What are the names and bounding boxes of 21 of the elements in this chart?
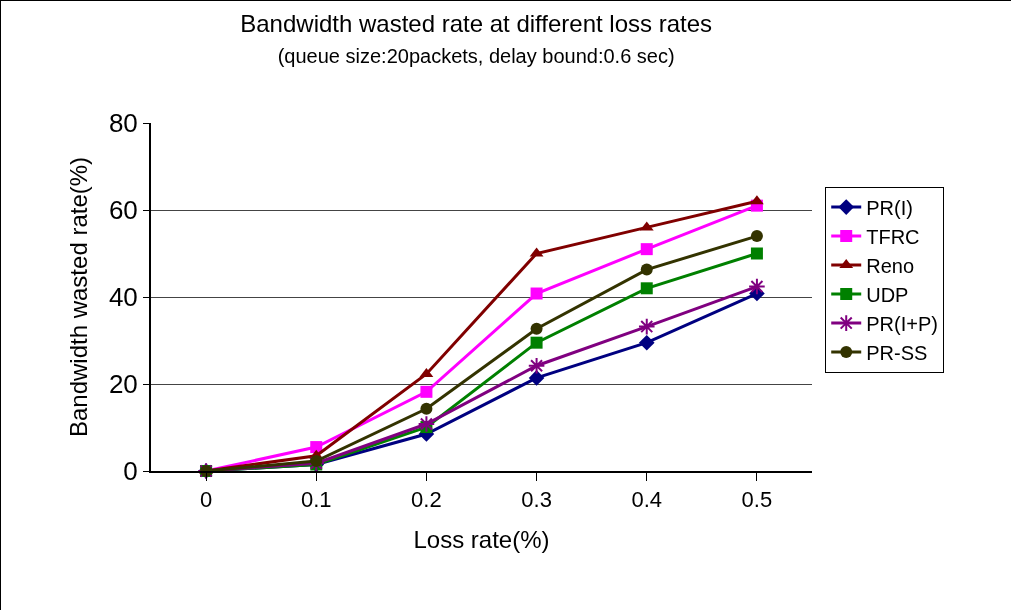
x-tick-label: 0.4 — [631, 487, 663, 513]
legend-label: PR(I+P) — [866, 312, 938, 335]
y-tick-label: 0 — [123, 456, 138, 487]
legend-label: UDP — [866, 283, 909, 306]
y-axis-title: Bandwidth wasted rate(%) — [65, 156, 93, 438]
x-tick-label: 0.1 — [300, 487, 332, 513]
x-tick-label: 0.2 — [411, 487, 442, 513]
legend-label: PR(I) — [866, 196, 913, 219]
legend-label: TFRC — [866, 225, 920, 248]
chart-title: Bandwidth wasted rate at different loss rates — [240, 9, 713, 37]
legend-label: Reno — [866, 254, 915, 277]
y-tick-label: 60 — [108, 195, 138, 226]
legend-label: PR-SS — [866, 341, 928, 364]
x-tick-label: 0.5 — [741, 487, 773, 513]
x-axis-title: Loss rate(%) — [413, 526, 550, 554]
chart-subtitle: (queue size:20packets, delay bound:0.6 sec) — [277, 44, 675, 67]
y-tick-label: 20 — [108, 369, 138, 400]
y-tick-label: 40 — [108, 282, 138, 313]
y-tick-label: 80 — [108, 108, 138, 139]
x-tick-label: 0.3 — [521, 487, 552, 513]
x-tick-label: 0 — [199, 487, 213, 513]
